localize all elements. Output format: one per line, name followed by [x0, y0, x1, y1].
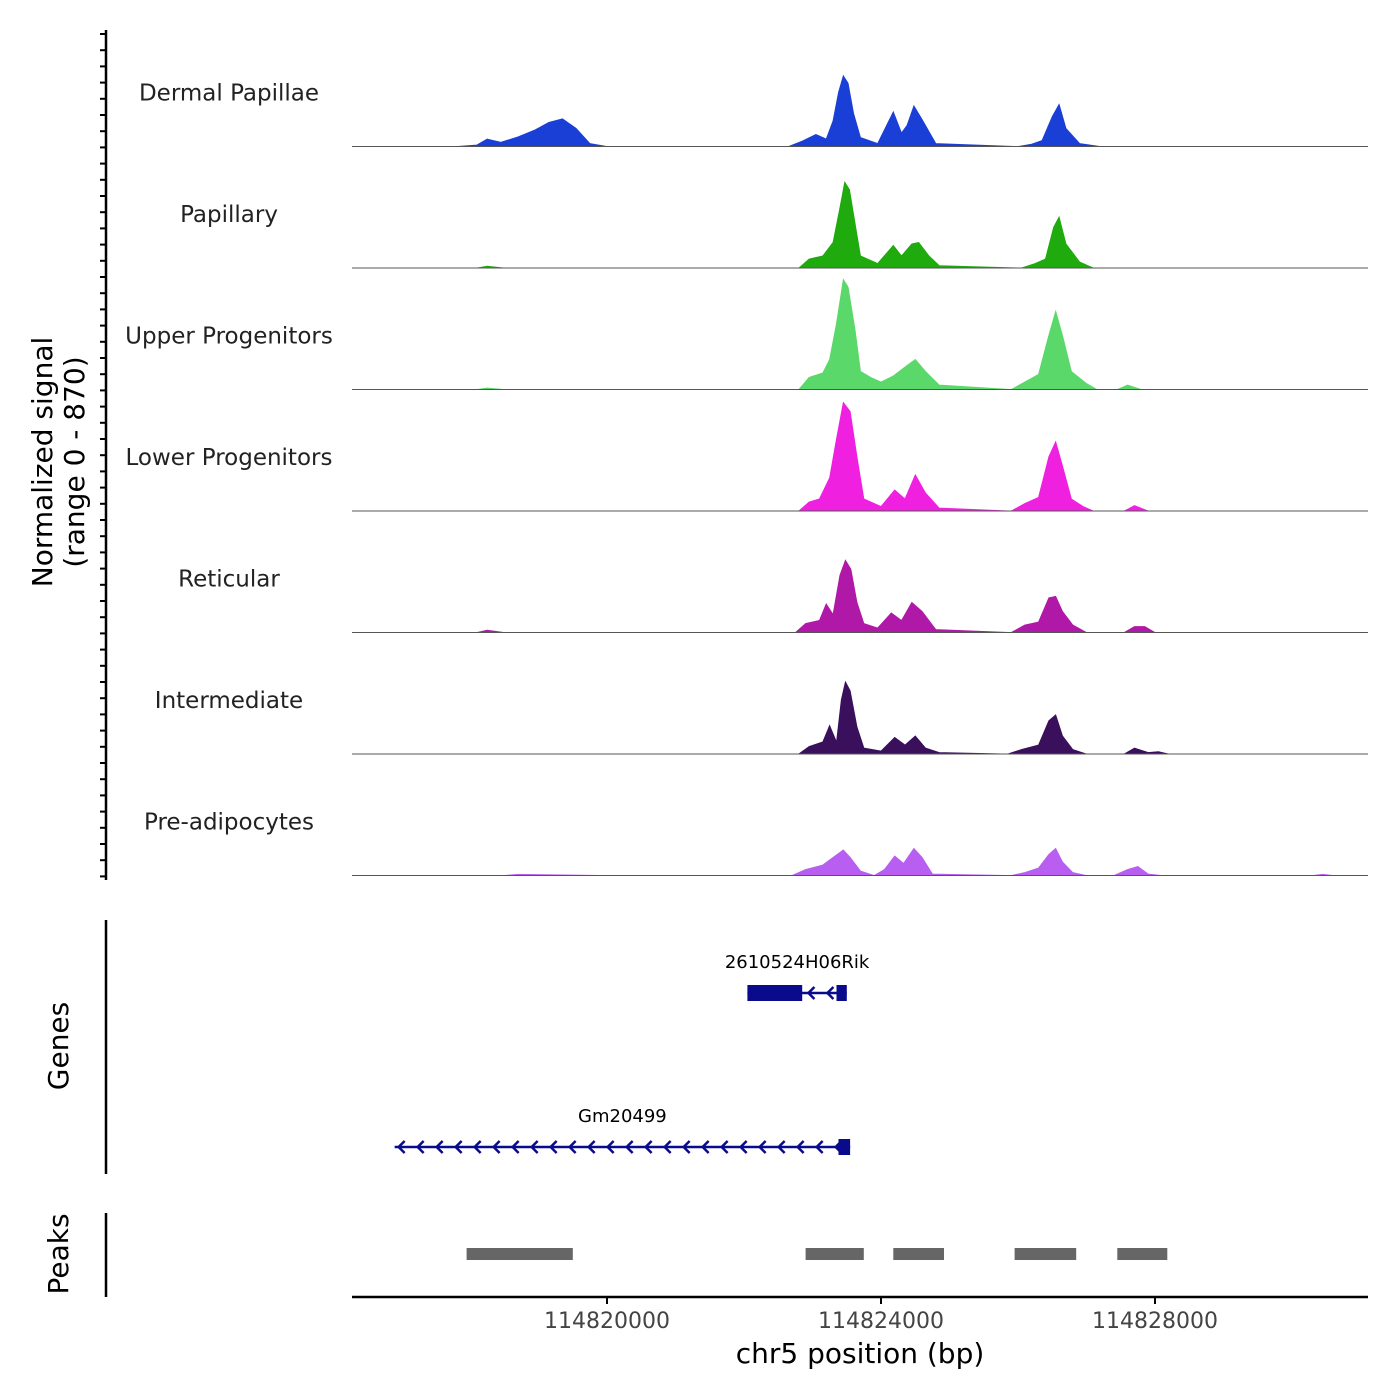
track-label-5: Intermediate: [155, 688, 303, 714]
gene-strand-arrow: [529, 1140, 539, 1154]
gene-strand-arrow: [548, 1140, 558, 1154]
genes-axis-label: Genes: [42, 1002, 75, 1090]
y-axis-label: Normalized signal: [26, 337, 59, 588]
gene-strand-arrow: [510, 1140, 520, 1154]
coverage-area-1: [352, 181, 1368, 269]
gene-strand-arrow: [681, 1140, 691, 1154]
gene-strand-arrow: [415, 1140, 425, 1154]
gene-strand-arrow: [434, 1140, 444, 1154]
gene-exon-0-1: [836, 985, 847, 1001]
peak-2: [893, 1248, 944, 1260]
gene-label-1: Gm20499: [578, 1106, 667, 1127]
track-label-2: Upper Progenitors: [125, 324, 333, 350]
gene-strand-arrow: [643, 1140, 653, 1154]
coverage-area-0: [352, 74, 1368, 147]
gene-strand-arrow: [472, 1140, 482, 1154]
y-axis-range-label: (range 0 - 870): [58, 356, 91, 567]
coverage-area-2: [352, 278, 1368, 390]
gene-exon-1-0: [838, 1139, 851, 1155]
x-tick-label-0: 114820000: [544, 1309, 670, 1334]
gene-strand-arrow: [719, 1140, 729, 1154]
x-tick-label-1: 114824000: [818, 1309, 944, 1334]
coverage-area-6: [352, 847, 1368, 876]
gene-strand-arrow: [776, 1140, 786, 1154]
track-label-0: Dermal Papillae: [139, 81, 319, 107]
track-label-3: Lower Progenitors: [126, 445, 333, 471]
gene-strand-arrow: [624, 1140, 634, 1154]
x-axis: 114820000 114824000 114828000: [352, 1295, 1368, 1334]
gene-strand-arrow: [605, 1140, 615, 1154]
x-tick-label-2: 114828000: [1092, 1309, 1218, 1334]
genes-panel: 2610524H06Rik Gm20499: [104, 920, 870, 1174]
gene-strand-arrow: [491, 1140, 501, 1154]
peak-4: [1117, 1248, 1168, 1260]
peak-1: [805, 1248, 864, 1260]
gene-strand-arrow: [825, 986, 835, 1000]
gene-strand-arrow: [396, 1140, 406, 1154]
gene-strand-arrow: [567, 1140, 577, 1154]
gene-strand-arrow: [453, 1140, 463, 1154]
coverage-area-4: [352, 559, 1368, 633]
gene-exon-0-0: [747, 985, 803, 1001]
gene-strand-arrow: [738, 1140, 748, 1154]
track-label-4: Reticular: [178, 567, 280, 593]
gene-strand-arrow: [586, 1140, 596, 1154]
gene-strand-arrow: [814, 1140, 824, 1154]
coverage-area-5: [352, 680, 1368, 755]
track-label-1: Papillary: [180, 202, 278, 228]
track-label-6: Pre-adipocytes: [144, 810, 314, 836]
peak-0: [466, 1248, 573, 1260]
coverage-panel: Dermal Papillae Papillary Upper Progenitor…: [100, 30, 1368, 880]
peak-3: [1014, 1248, 1077, 1260]
x-axis-label: chr5 position (bp): [736, 1337, 985, 1370]
gene-label-0: 2610524H06Rik: [725, 952, 870, 973]
gene-strand-arrow: [757, 1140, 767, 1154]
gene-strand-arrow: [662, 1140, 672, 1154]
gene-strand-arrow: [700, 1140, 710, 1154]
peaks-panel: [104, 1213, 1168, 1297]
gene-strand-arrow: [795, 1140, 805, 1154]
coverage-area-3: [352, 401, 1368, 512]
gene-strand-arrow: [806, 986, 816, 1000]
peaks-axis-label: Peaks: [42, 1213, 75, 1294]
